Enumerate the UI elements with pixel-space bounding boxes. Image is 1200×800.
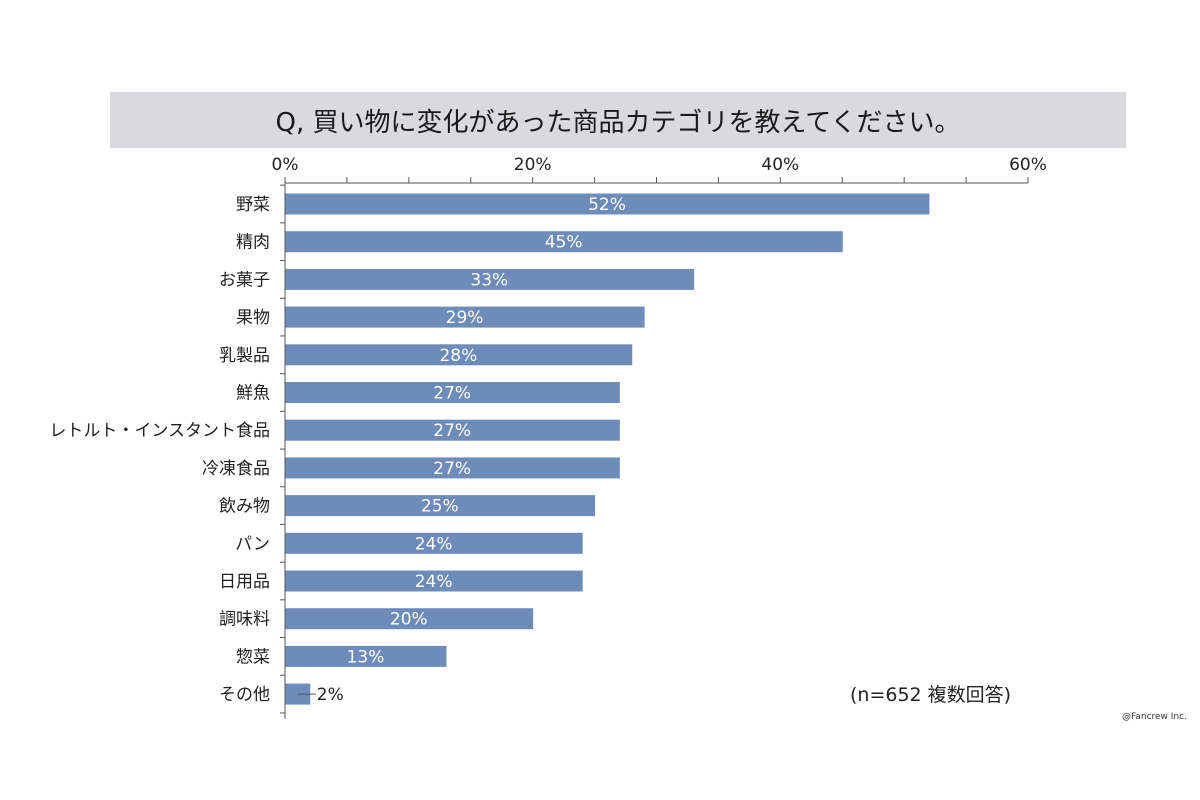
bar xyxy=(285,457,620,479)
axis-layer xyxy=(280,177,1029,719)
bar xyxy=(285,193,930,215)
bar xyxy=(285,231,843,253)
bar xyxy=(285,268,695,290)
category-label: パン xyxy=(235,534,270,554)
category-label: 鮮魚 xyxy=(236,384,270,404)
data-label: 2% xyxy=(317,685,344,705)
data-label: 25% xyxy=(421,497,459,517)
chart-title: Q, 買い物に変化があった商品カテゴリを教えてください。 xyxy=(110,92,1126,148)
data-label: 45% xyxy=(545,233,583,253)
data-label: 52% xyxy=(588,195,626,215)
copyright-credit: @Fancrew Inc. xyxy=(1122,712,1187,722)
data-label: 27% xyxy=(433,384,471,404)
bar xyxy=(285,344,633,366)
category-label: 精肉 xyxy=(236,233,270,253)
data-label: 27% xyxy=(433,421,471,441)
bar xyxy=(285,645,447,667)
data-label: 29% xyxy=(446,308,484,328)
data-label: 27% xyxy=(433,459,471,479)
bar xyxy=(285,570,583,592)
category-label: その他 xyxy=(219,685,270,705)
data-label: 20% xyxy=(390,610,428,630)
data-label: 33% xyxy=(470,270,508,290)
category-label: 惣菜 xyxy=(236,647,270,667)
category-label: お菓子 xyxy=(219,270,270,290)
x-tick-label: 40% xyxy=(761,155,799,175)
data-label: 24% xyxy=(415,572,453,592)
x-tick-label: 20% xyxy=(514,155,552,175)
bars-layer xyxy=(285,193,930,705)
x-tick-label: 0% xyxy=(272,155,299,175)
bar xyxy=(285,608,534,630)
category-label: 果物 xyxy=(236,308,270,328)
category-label: 野菜 xyxy=(236,195,270,215)
bar xyxy=(285,306,645,328)
category-label: 調味料 xyxy=(219,610,270,630)
data-label: 24% xyxy=(415,534,453,554)
data-label: 28% xyxy=(439,346,477,366)
bar xyxy=(285,382,620,403)
bar xyxy=(285,495,596,517)
category-label: レトルト・インスタント食品 xyxy=(49,421,270,441)
sample-note: (n=652 複数回答) xyxy=(850,684,1012,706)
x-tick-label: 60% xyxy=(1009,155,1047,175)
bar xyxy=(285,532,583,554)
data-label: 13% xyxy=(347,647,385,667)
category-label: 飲み物 xyxy=(219,497,270,517)
category-label: 日用品 xyxy=(219,572,270,592)
category-label: 冷凍食品 xyxy=(202,459,270,479)
category-label: 乳製品 xyxy=(219,346,270,366)
bar xyxy=(285,419,620,441)
labels-layer: 0% 20% 40% 60% 野菜 52% 精肉 45% お菓子 33% 果物 29% 乳製品 28% 鮮魚… xyxy=(49,155,1047,705)
